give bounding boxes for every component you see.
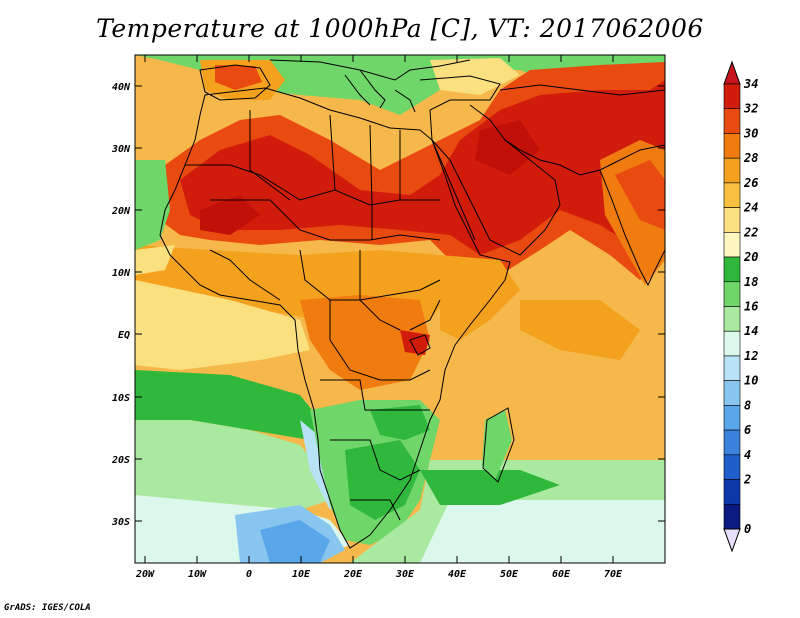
lon-ticks bbox=[144, 55, 614, 563]
colorbar-label: 8 bbox=[744, 398, 751, 412]
temperature-field bbox=[135, 55, 665, 563]
colorbar-label: 34 bbox=[743, 77, 758, 91]
colorbar-label: 2 bbox=[743, 473, 751, 487]
colorbar-label: 14 bbox=[744, 324, 758, 338]
lon-label: 30E bbox=[395, 569, 415, 580]
lat-label: 10N bbox=[112, 268, 131, 279]
colorbar-swatch bbox=[723, 405, 741, 431]
colorbar-swatch bbox=[723, 503, 741, 530]
plot-frame bbox=[134, 54, 666, 564]
lon-label: 10E bbox=[292, 569, 311, 580]
colorbar-swatch bbox=[723, 133, 741, 159]
colorbar-label: 24 bbox=[743, 201, 758, 215]
lon-label: 10W bbox=[188, 569, 207, 580]
colorbar-label: 30 bbox=[743, 126, 758, 140]
colorbar-swatch bbox=[723, 232, 741, 258]
colorbar-swatch bbox=[723, 380, 741, 406]
lon-labels: 20W 10W 0 10E 20E 30E 40E 50E 60E 70E bbox=[135, 569, 623, 580]
colorbar-swatch bbox=[723, 256, 741, 283]
lat-label: 10S bbox=[112, 393, 130, 404]
colorbar-label: 26 bbox=[743, 176, 758, 190]
lat-label: 20S bbox=[111, 455, 130, 466]
colorbar-label: 0 bbox=[744, 522, 751, 536]
colorbar-top-arrow bbox=[723, 60, 741, 85]
lon-label: 70E bbox=[604, 569, 623, 580]
colorbar-swatch bbox=[723, 281, 741, 307]
colorbar-label: 10 bbox=[744, 374, 758, 388]
lat-label: 30S bbox=[111, 517, 130, 528]
footer-credit: GrADS: IGES/COLA bbox=[4, 603, 91, 613]
colorbar-bottom-arrow bbox=[723, 528, 741, 553]
page-title: Temperature at 1000hPa [C], VT: 20170620… bbox=[96, 14, 704, 43]
lon-label: 40E bbox=[448, 569, 467, 580]
lat-label: 30N bbox=[111, 144, 131, 155]
colorbar-label: 18 bbox=[744, 275, 758, 289]
colorbar-label: 4 bbox=[744, 448, 751, 462]
colorbar-swatch bbox=[723, 207, 741, 233]
colorbar-label: 28 bbox=[743, 151, 758, 165]
lat-labels: 40N 30N 20N 10N EQ 10S 20S 30S bbox=[111, 82, 131, 528]
colorbar-swatch bbox=[723, 108, 741, 134]
colorbar-label: 12 bbox=[744, 349, 758, 363]
colorbar-label: 20 bbox=[743, 250, 758, 264]
lat-label: 20N bbox=[111, 206, 131, 217]
colorbar-swatch bbox=[723, 429, 741, 456]
colorbar-swatch bbox=[723, 182, 741, 208]
colorbar-swatch bbox=[723, 479, 741, 505]
colorbar-swatch bbox=[723, 454, 741, 480]
lat-label: EQ bbox=[118, 330, 130, 341]
colorbar-swatch bbox=[723, 306, 741, 332]
colorbar-swatch bbox=[723, 83, 741, 110]
lon-label: 60E bbox=[552, 569, 571, 580]
colorbar-label: 22 bbox=[743, 225, 758, 239]
lon-label: 0 bbox=[246, 569, 252, 580]
colorbar-label: 32 bbox=[743, 102, 758, 116]
lat-label: 40N bbox=[112, 82, 131, 93]
colorbar-swatch bbox=[723, 157, 741, 184]
lon-label: 20W bbox=[135, 569, 155, 580]
colorbar-label: 16 bbox=[744, 300, 758, 314]
lon-label: 20E bbox=[343, 569, 363, 580]
lon-label: 50E bbox=[500, 569, 519, 580]
coastlines bbox=[159, 59, 665, 549]
colorbar-label: 6 bbox=[744, 423, 751, 437]
lat-ticks bbox=[135, 85, 665, 522]
colorbar-swatch bbox=[723, 355, 741, 381]
colorbar-swatch bbox=[723, 330, 741, 357]
